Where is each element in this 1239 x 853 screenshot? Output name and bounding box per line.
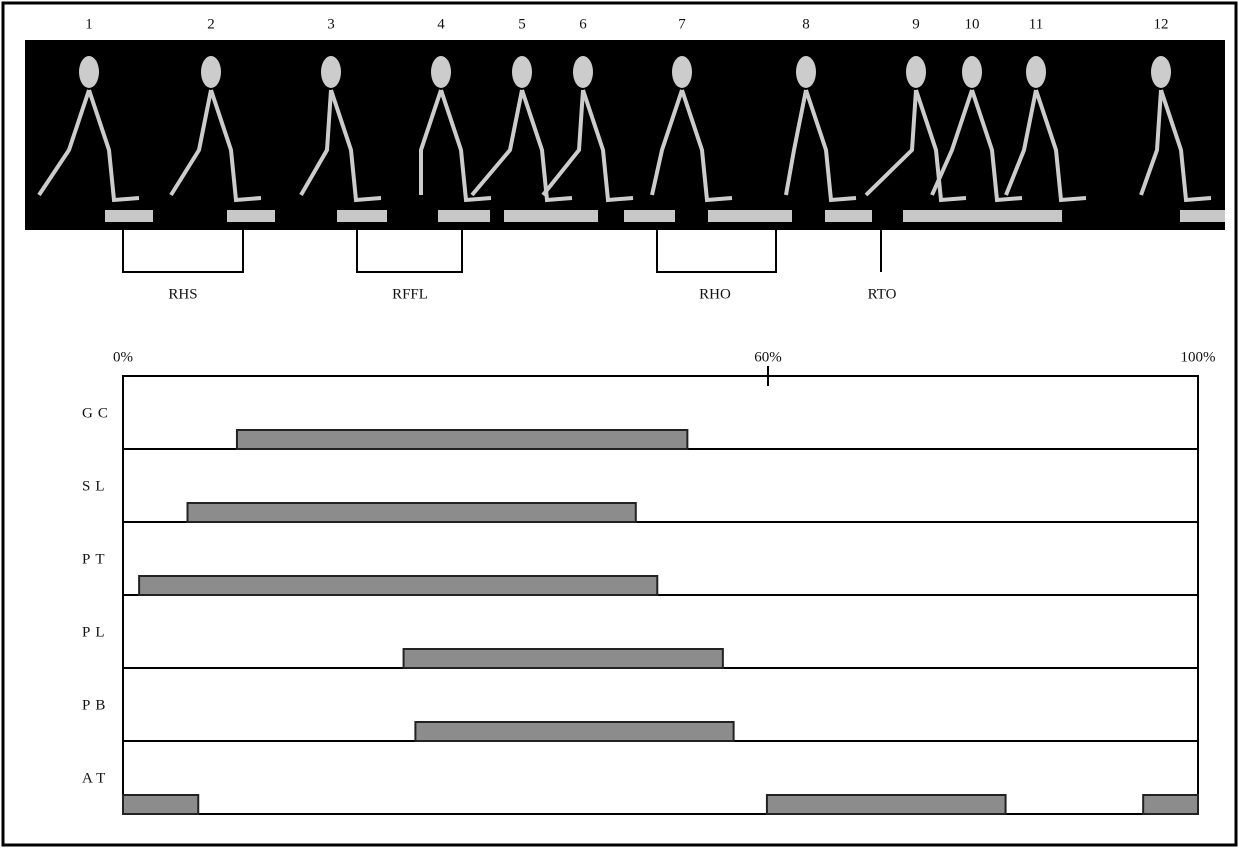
frame-number: 3 (327, 16, 335, 32)
row-label: PT (82, 551, 110, 567)
skull (796, 56, 816, 88)
frame-number: 4 (437, 16, 445, 32)
phase-label: RFFL (392, 286, 428, 302)
frame-number: 2 (207, 16, 215, 32)
activity-bar (188, 503, 636, 522)
skull (906, 56, 926, 88)
frame-number: 10 (965, 16, 980, 32)
frame-number: 1 (85, 16, 93, 32)
activity-bar (139, 576, 657, 595)
skull (573, 56, 593, 88)
row-label: SL (82, 478, 110, 494)
frame-number: 7 (678, 16, 686, 32)
x-tick-label: 0% (113, 349, 133, 365)
skull (321, 56, 341, 88)
skull (512, 56, 532, 88)
activity-bar (415, 722, 733, 741)
skull (1151, 56, 1171, 88)
x-tick-label: 100% (1181, 349, 1216, 365)
frame-number: 11 (1029, 16, 1043, 32)
phase-label: RHS (168, 286, 197, 302)
frame-number: 8 (802, 16, 810, 32)
skull (431, 56, 451, 88)
activity-bar (404, 649, 723, 668)
frame-number: 12 (1154, 16, 1169, 32)
activity-bar (123, 795, 198, 814)
row-label: AT (82, 770, 110, 786)
frame-number: 5 (518, 16, 526, 32)
skull (201, 56, 221, 88)
row-label: PL (82, 624, 110, 640)
phase-label: RTO (868, 286, 897, 302)
phase-label: RHO (699, 286, 731, 302)
activity-bar (1143, 795, 1198, 814)
activity-bar (237, 430, 687, 449)
figure: 0%60%100%GCSLPTPLPBAT 123456789101112RHS… (0, 0, 1239, 848)
x-tick-label: 60% (754, 349, 782, 365)
ground-pads (105, 210, 1225, 222)
skull (962, 56, 982, 88)
row-label: GC (82, 405, 113, 421)
activity-bar (767, 795, 1006, 814)
skull (79, 56, 99, 88)
frame-number: 9 (912, 16, 920, 32)
skull (1026, 56, 1046, 88)
row-label: PB (82, 697, 110, 713)
frame-number: 6 (579, 16, 587, 32)
skull (672, 56, 692, 88)
